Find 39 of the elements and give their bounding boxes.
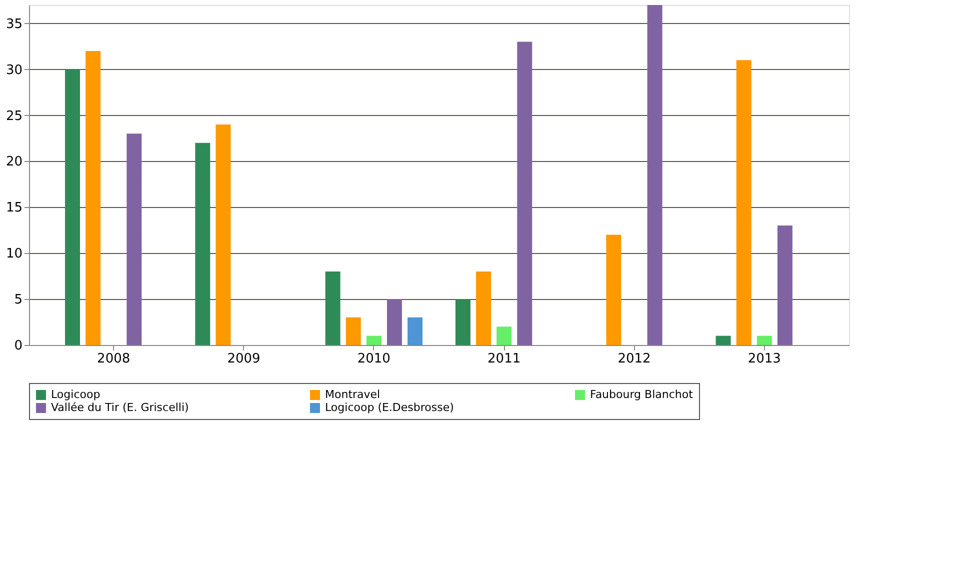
x-tick-label: 2013 (748, 352, 781, 366)
y-tick-label: 20 (6, 154, 22, 170)
bar (496, 326, 512, 345)
x-tick-label: 2009 (227, 352, 260, 366)
bar (216, 124, 231, 345)
legend-label: Faubourg Blanchot (590, 388, 694, 401)
bar (386, 299, 402, 345)
bar (476, 271, 492, 345)
x-tick-label: 2012 (618, 352, 651, 366)
bar (325, 271, 340, 345)
bar (455, 299, 470, 345)
bar (736, 60, 752, 345)
x-tick-label: 2011 (488, 352, 521, 366)
y-tick-label: 0 (14, 338, 22, 354)
bar (647, 5, 662, 345)
legend-label: Vallée du Tir (E. Griscelli) (51, 401, 189, 414)
legend-label: Logicoop (51, 388, 100, 401)
bar (86, 50, 101, 345)
bar (366, 336, 382, 345)
y-tick-label: 15 (6, 200, 22, 216)
y-tick-label: 25 (6, 108, 22, 124)
bar (716, 336, 731, 345)
y-tick-label: 30 (6, 62, 22, 78)
bar (65, 69, 80, 345)
legend-label: Montravel (325, 388, 380, 401)
bar (408, 317, 423, 345)
y-tick-label: 5 (14, 292, 22, 308)
bar (777, 226, 792, 345)
x-tick-label: 2008 (97, 352, 130, 366)
bar (126, 134, 142, 345)
y-tick-label: 35 (6, 16, 22, 32)
bar (195, 142, 210, 345)
legend-label: Logicoop (E.Desbrosse) (325, 401, 454, 414)
y-tick-label: 10 (6, 246, 22, 262)
bar (346, 317, 361, 345)
x-tick-label: 2010 (357, 352, 390, 366)
bar (756, 336, 772, 345)
bar (606, 234, 622, 345)
bar (517, 42, 532, 345)
